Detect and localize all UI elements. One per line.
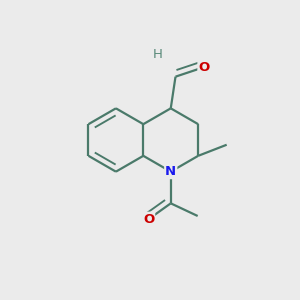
Text: N: N <box>165 165 176 178</box>
Text: O: O <box>143 213 154 226</box>
Text: H: H <box>153 48 163 61</box>
Text: O: O <box>198 61 210 74</box>
